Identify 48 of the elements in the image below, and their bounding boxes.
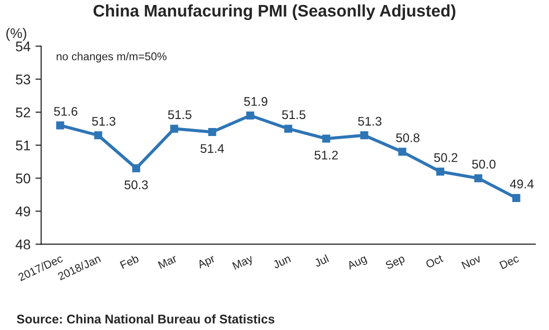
point: [246, 112, 254, 120]
x-tick-label: Jul: [314, 254, 330, 268]
x-tick-label: Jun: [272, 254, 292, 269]
point: [398, 148, 406, 156]
y-tick-label: 52: [16, 108, 30, 118]
y-axis-title: (%): [6, 28, 26, 41]
chart-title: China Manufacuring PMI (Seasonlly Adjusted): [94, 4, 456, 20]
point: [436, 168, 444, 176]
point: [360, 131, 368, 140]
x-tick-label: Mar: [158, 254, 178, 270]
x-tick-label: May: [232, 254, 255, 272]
point: [284, 124, 292, 133]
text: 50.8: [396, 133, 420, 142]
text: 51.6: [54, 106, 78, 116]
x-tick-label: Oct: [425, 254, 444, 268]
source-note: Source: China National Bureau of Statistics: [16, 314, 274, 324]
point: [322, 134, 330, 143]
point: [56, 121, 64, 130]
text: 49.4: [510, 180, 534, 188]
point: [512, 194, 520, 202]
point: [132, 164, 140, 172]
y-tick-label: 48: [16, 240, 30, 250]
x-tick-label: Dec: [499, 254, 520, 270]
text: 50.3: [124, 180, 148, 190]
text: 51.3: [92, 116, 116, 126]
point: [94, 131, 102, 140]
x-tick-label: Aug: [346, 254, 368, 272]
y-tick-label: 49: [16, 206, 30, 216]
text: 50.0: [472, 160, 496, 169]
y-tick-label: 53: [16, 74, 30, 84]
text: 51.9: [244, 97, 268, 106]
x-tick-label: Sep: [384, 254, 406, 272]
text: 51.5: [168, 110, 192, 120]
text: 51.3: [358, 116, 382, 126]
point: [474, 174, 482, 182]
y-tick-label: 50: [16, 174, 30, 184]
annotation: no changes m/m=50%: [56, 52, 166, 62]
y-tick-label: 54: [16, 42, 30, 52]
point: [170, 124, 178, 133]
text: 51.4: [200, 144, 224, 153]
x-tick-label: Apr: [196, 254, 216, 271]
y-tick-label: 51: [16, 140, 30, 150]
text: 51.2: [314, 150, 338, 160]
point: [208, 128, 216, 136]
x-tick-label: Feb: [120, 254, 140, 270]
text: 50.2: [434, 153, 458, 162]
x-tick-label: Nov: [461, 254, 482, 270]
text: 51.5: [282, 110, 306, 120]
